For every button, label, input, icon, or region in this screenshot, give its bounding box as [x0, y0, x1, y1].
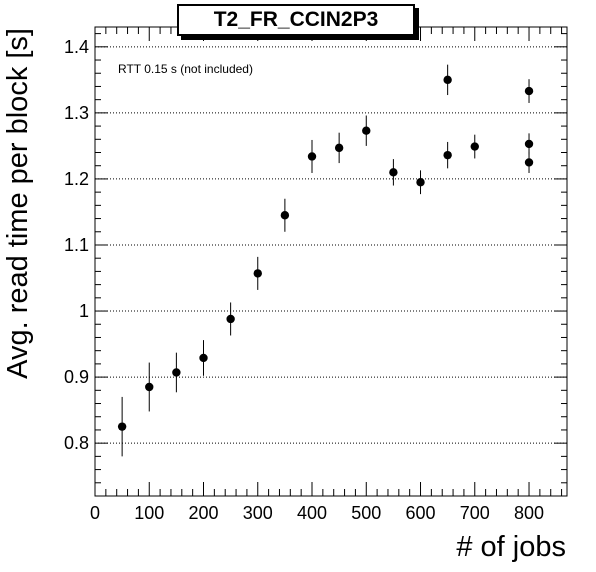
data-point — [226, 314, 235, 324]
data-point — [524, 139, 534, 149]
data-point — [117, 422, 127, 431]
data-point — [470, 142, 479, 151]
x-axis-label: # of jobs — [456, 531, 566, 563]
chart-title: T2_FR_CCIN2P3 — [177, 4, 415, 36]
y-tick-label: 1.1 — [64, 235, 89, 255]
x-axis: 0 100 200 300 400 500 600 700 800 — [90, 27, 563, 523]
data-point — [307, 152, 317, 161]
data-point — [389, 168, 398, 177]
y-tick-label: 1 — [79, 301, 89, 321]
x-tick-label: 100 — [134, 503, 164, 523]
x-tick-label: 500 — [351, 503, 381, 523]
y-tick-label: 1.3 — [64, 103, 89, 123]
rtt-annotation: RTT 0.15 s (not included) — [118, 62, 253, 76]
data-point — [172, 368, 181, 377]
y-tick-label: 1.2 — [64, 169, 89, 189]
data-point — [443, 150, 452, 160]
x-tick-label: 400 — [297, 503, 327, 523]
x-tick-label: 300 — [243, 503, 273, 523]
data-point — [443, 75, 452, 85]
data-point — [280, 211, 290, 220]
x-tick-label: 200 — [188, 503, 218, 523]
x-tick-label: 800 — [514, 503, 544, 523]
x-tick-label: 700 — [460, 503, 490, 523]
y-tick-label: 0.8 — [64, 433, 89, 453]
y-tick-label: 1.4 — [64, 37, 89, 57]
grid-lines — [95, 46, 567, 444]
data-point — [199, 353, 208, 363]
data-point — [416, 178, 425, 187]
data-point — [362, 126, 371, 135]
plot-frame — [94, 26, 568, 497]
y-axis: 0.8 0.9 1 1.1 1.2 1.3 1.4 — [64, 33, 567, 497]
y-axis-label: Avg. read time per block [s] — [2, 28, 34, 379]
data-point — [524, 86, 534, 96]
data-point — [253, 269, 262, 278]
x-tick-label: 0 — [90, 503, 100, 523]
data-points — [117, 64, 534, 457]
data-point — [145, 382, 154, 392]
x-tick-label: 600 — [405, 503, 435, 523]
data-point — [334, 143, 344, 153]
y-tick-label: 0.9 — [64, 367, 89, 387]
data-point — [524, 158, 534, 167]
